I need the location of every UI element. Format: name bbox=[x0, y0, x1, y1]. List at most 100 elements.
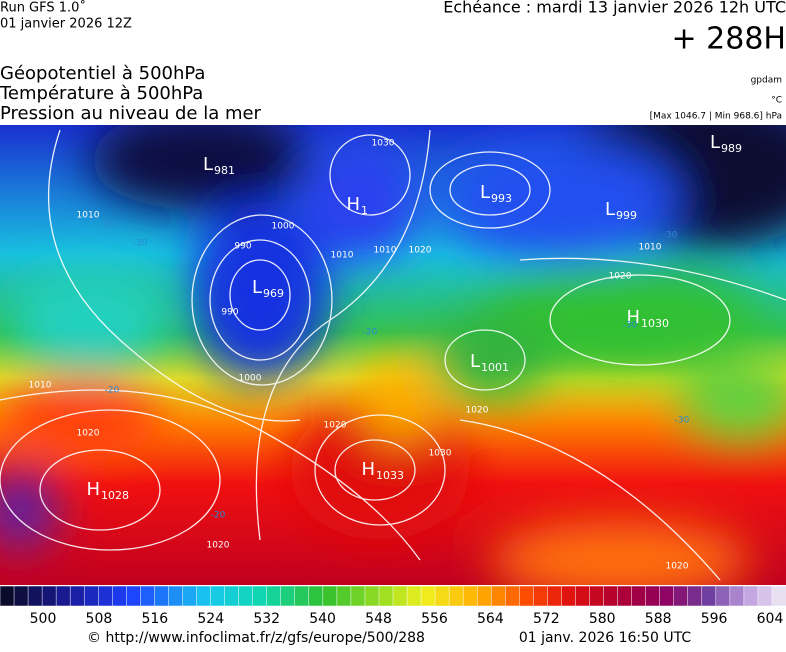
colorbar-cell bbox=[646, 586, 661, 606]
colorbar-cell bbox=[618, 586, 633, 606]
colorbar-label: 604 bbox=[757, 611, 784, 627]
title: Pression au niveau de la mer bbox=[0, 103, 262, 124]
center-value: 1028 bbox=[101, 489, 129, 502]
colorbar-cell bbox=[561, 586, 576, 606]
run-date: 01 janvier 2026 12Z bbox=[0, 17, 132, 32]
colorbar-label: 556 bbox=[421, 611, 448, 627]
colorbar-cell bbox=[491, 586, 506, 606]
colorbar-label: 588 bbox=[645, 611, 672, 627]
colorbar-label: 508 bbox=[86, 611, 113, 627]
center-value: 989 bbox=[721, 142, 742, 155]
colorbar-cell bbox=[463, 586, 478, 606]
colorbar-cell bbox=[295, 586, 310, 606]
temperature-label: -30 bbox=[133, 239, 148, 249]
center-type: L bbox=[470, 351, 480, 372]
colorbar-cell bbox=[477, 586, 492, 606]
center-type: H bbox=[361, 459, 375, 480]
isobar-label: 1010 bbox=[77, 211, 100, 221]
colorbar-cell bbox=[70, 586, 85, 606]
colorbar-cell bbox=[239, 586, 254, 606]
colorbar-cell bbox=[140, 586, 155, 606]
center-value: 999 bbox=[616, 209, 637, 222]
colorbar-cell bbox=[590, 586, 605, 606]
isobar-label: 1020 bbox=[609, 272, 632, 282]
center-type: L bbox=[203, 154, 213, 175]
colorbar-cell bbox=[56, 586, 71, 606]
colorbar-cell bbox=[351, 586, 366, 606]
colorbar-cell bbox=[604, 586, 619, 606]
center-type: L bbox=[480, 182, 490, 203]
colorbar-cell bbox=[14, 586, 29, 606]
center-value: 1 bbox=[361, 204, 368, 217]
colorbar-label: 564 bbox=[477, 611, 504, 627]
generated: 01 janv. 2026 16:50 UTC bbox=[519, 630, 692, 646]
isobar-label: 990 bbox=[221, 308, 238, 318]
colorbar-cell bbox=[309, 586, 324, 606]
colorbar-cell bbox=[281, 586, 296, 606]
colorbar-cell bbox=[632, 586, 647, 606]
center-value: 1033 bbox=[376, 469, 404, 482]
colorbar-label: 516 bbox=[141, 611, 168, 627]
colorbar-cell bbox=[267, 586, 282, 606]
isobar-label: 1030 bbox=[372, 139, 395, 149]
isobar-label: 1020 bbox=[466, 406, 489, 416]
unit: °C bbox=[771, 96, 782, 106]
colorbar-cell bbox=[28, 586, 43, 606]
colorbar-cell bbox=[674, 586, 689, 606]
temperature-label: -20 bbox=[211, 511, 226, 521]
center-type: L bbox=[710, 132, 720, 153]
colorbar-cell bbox=[211, 586, 226, 606]
colorbar-cell bbox=[547, 586, 562, 606]
colorbar-cell bbox=[253, 586, 268, 606]
center-type: L bbox=[252, 277, 262, 298]
center-type: H bbox=[86, 479, 100, 500]
colorbar-cell bbox=[0, 586, 15, 606]
center-value: 1030 bbox=[641, 317, 669, 330]
colorbar-cell bbox=[660, 586, 675, 606]
colorbar-cell bbox=[197, 586, 212, 606]
isobar-label: 1020 bbox=[666, 562, 689, 572]
valid-time: Echéance : mardi 13 janvier 2026 12h UTC bbox=[443, 0, 786, 17]
colorbar-cell bbox=[758, 586, 773, 606]
colorbar-label: 572 bbox=[533, 611, 560, 627]
colorbar-cell bbox=[154, 586, 169, 606]
lead-time: + 288H bbox=[672, 22, 786, 57]
colorbar-cell bbox=[323, 586, 338, 606]
colorbar-label: 500 bbox=[30, 611, 57, 627]
colorbar-cell bbox=[407, 586, 422, 606]
center-value: 1001 bbox=[481, 361, 509, 374]
colorbar-label: 532 bbox=[253, 611, 280, 627]
isobar-label: 1000 bbox=[239, 374, 262, 384]
temperature-label: -30 bbox=[101, 221, 116, 231]
temperature-label: -30 bbox=[623, 321, 638, 331]
isobar-label: 1020 bbox=[409, 246, 432, 256]
center-value: 969 bbox=[263, 287, 284, 300]
colorbar-cell bbox=[575, 586, 590, 606]
colorbar-cell bbox=[393, 586, 408, 606]
center-type: L bbox=[605, 199, 615, 220]
title: Géopotentiel à 500hPa bbox=[0, 63, 205, 84]
source: © http://www.infoclimat.fr/z/gfs/europe/… bbox=[87, 630, 425, 646]
temperature-label: -30 bbox=[663, 231, 678, 241]
colorbar-cell bbox=[449, 586, 464, 606]
isobar-label: 1030 bbox=[429, 449, 452, 459]
colorbar-cell bbox=[505, 586, 520, 606]
center-value: 993 bbox=[491, 192, 512, 205]
colorbar-cell bbox=[533, 586, 548, 606]
colorbar-cell bbox=[225, 586, 240, 606]
colorbar-label: 540 bbox=[309, 611, 336, 627]
title: Température à 500hPa bbox=[0, 83, 203, 104]
colorbar-cell bbox=[168, 586, 183, 606]
colorbar-label: 596 bbox=[701, 611, 728, 627]
colorbar-cell bbox=[435, 586, 450, 606]
temperature-label: -20 bbox=[105, 386, 120, 396]
isobar-label: 990 bbox=[234, 242, 251, 252]
isobar-label: 1020 bbox=[324, 421, 347, 431]
colorbar-cell bbox=[730, 586, 745, 606]
temperature-label: -20 bbox=[363, 328, 378, 338]
center-type: H bbox=[346, 194, 360, 215]
isobar-label: 1010 bbox=[374, 246, 397, 256]
